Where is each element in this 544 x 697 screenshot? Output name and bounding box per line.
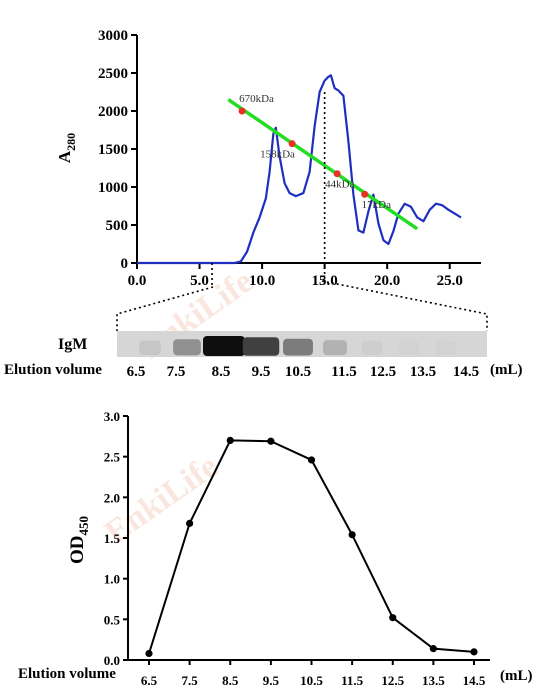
mw-marker-point [238,107,246,115]
od-x-tick-label: 6.5 [141,673,158,688]
od-x-tick-label: 12.5 [381,673,404,688]
x-tick-label: 5.0 [190,273,209,289]
blot-band [173,339,201,356]
blot-fraction-labels: 6.5 7.5 8.5 9.5 10.5 11.5 12.5 13.5 14.5 [127,364,480,380]
blot-band [361,340,383,356]
x-tick-label: 25.0 [437,273,463,289]
zoom-connector-lines [116,280,488,331]
od450-point [267,437,275,445]
od450-point [186,519,194,527]
od450-point [348,531,356,539]
mw-marker-label: 44kDa [325,179,354,191]
od-y-tick-label: 0.5 [104,612,121,627]
mw-marker-point [333,170,341,178]
elution-volume-label-top: Elution volume [4,362,102,378]
blot-band [283,338,313,356]
blot-band [242,337,280,356]
od450-point [307,456,316,464]
blot-fraction-label: 9.5 [252,364,271,380]
y-tick-label: 500 [106,218,129,234]
od-x-tick-label: 7.5 [182,673,199,688]
a280-trace [137,74,462,265]
blot-fraction-label: 13.5 [410,364,436,380]
blot-fraction-label: 8.5 [212,364,231,380]
od450-y-axis-label: OD450 [67,516,91,564]
od-label-sub: 450 [76,516,91,536]
od-y-tick-label: 2.5 [104,450,121,465]
blot-fraction-label: 14.5 [453,364,479,380]
blot-band [398,340,420,356]
blot-fraction-label: 10.5 [285,364,311,380]
od450-point [226,436,234,444]
mw-marker-point [361,190,369,198]
blot-fraction-label: 11.5 [331,364,356,380]
blot-band [203,336,245,356]
y-tick-label: 1000 [98,180,128,196]
connector-left [116,286,214,331]
od450-panel: 0.0 0.5 1.0 1.5 2.0 2.5 3.0 6.5 7.5 8.5 9.5 10.5 11.… [18,409,533,688]
blot-fraction-label: 6.5 [127,364,146,380]
blot-band [139,340,161,356]
od-x-tick-label: 10.5 [300,673,323,688]
igm-band-panel: IgM Elution volume 6.5 7.5 8.5 9.5 10.5 11.5 1… [4,280,523,380]
calibration-line [227,98,419,231]
y-label-sub: 280 [64,133,78,151]
blot-band [323,340,347,356]
y-tick-label: 2500 [98,66,128,82]
od-x-tick-label: 13.5 [422,673,445,688]
od-x-tick-label: 14.5 [463,673,486,688]
od450-point [145,649,153,658]
chromatogram-series [137,74,462,285]
y-tick-label: 1500 [98,142,128,158]
x-tick-label: 15.0 [312,273,338,289]
y-tick-label: 0 [121,256,129,272]
chromatogram-panel: 0 500 1000 1500 2000 2500 3000 0.0 5.0 10.0 15.0 20… [55,28,481,289]
y-tick-label: 3000 [98,28,128,44]
mw-markers: 670kDa 158kDa 44kDa 17kDa [238,93,391,211]
mw-marker-label: 158kDa [260,149,295,161]
od-label-main: OD [67,536,88,565]
y-tick-label: 2000 [98,104,128,120]
od-y-tick-label: 0.0 [104,653,120,668]
mw-marker-point [288,140,296,148]
chromatogram-y-axis-label: A280 [55,133,78,163]
x-tick-label: 10.0 [249,273,275,289]
od-y-tick-label: 1.5 [104,531,121,546]
od450-axes: 0.0 0.5 1.0 1.5 2.0 2.5 3.0 6.5 7.5 8.5 9.5 10.5 11.… [104,409,490,688]
od-x-tick-label: 9.5 [263,673,280,688]
unit-label-bottom: (mL) [500,668,533,684]
od-y-tick-label: 1.0 [104,572,120,587]
unit-label-top: (mL) [490,362,523,378]
mw-marker-label: 670kDa [239,93,274,105]
blot-fraction-label: 12.5 [370,364,396,380]
blot-bands [139,336,457,356]
od-y-tick-label: 3.0 [104,409,120,424]
od-x-tick-label: 8.5 [222,673,239,688]
elution-volume-label-bottom: Elution volume [18,666,116,682]
blot-band [435,340,457,356]
band-title: IgM [58,336,87,353]
od-y-tick-label: 2.0 [104,490,120,505]
x-tick-label: 0.0 [128,273,147,289]
od450-series [145,436,478,658]
od450-point [389,614,397,622]
od-x-tick-label: 11.5 [341,673,364,688]
mw-marker-label: 17kDa [362,199,391,211]
connector-right [321,280,488,331]
chromatogram-axes: 0 500 1000 1500 2000 2500 3000 0.0 5.0 10.0 15.0 20… [98,28,481,289]
od450-point [470,648,478,656]
blot-fraction-label: 7.5 [167,364,186,380]
x-tick-label: 20.0 [374,273,400,289]
od450-point [429,645,437,653]
y-label-main: A [55,150,74,163]
